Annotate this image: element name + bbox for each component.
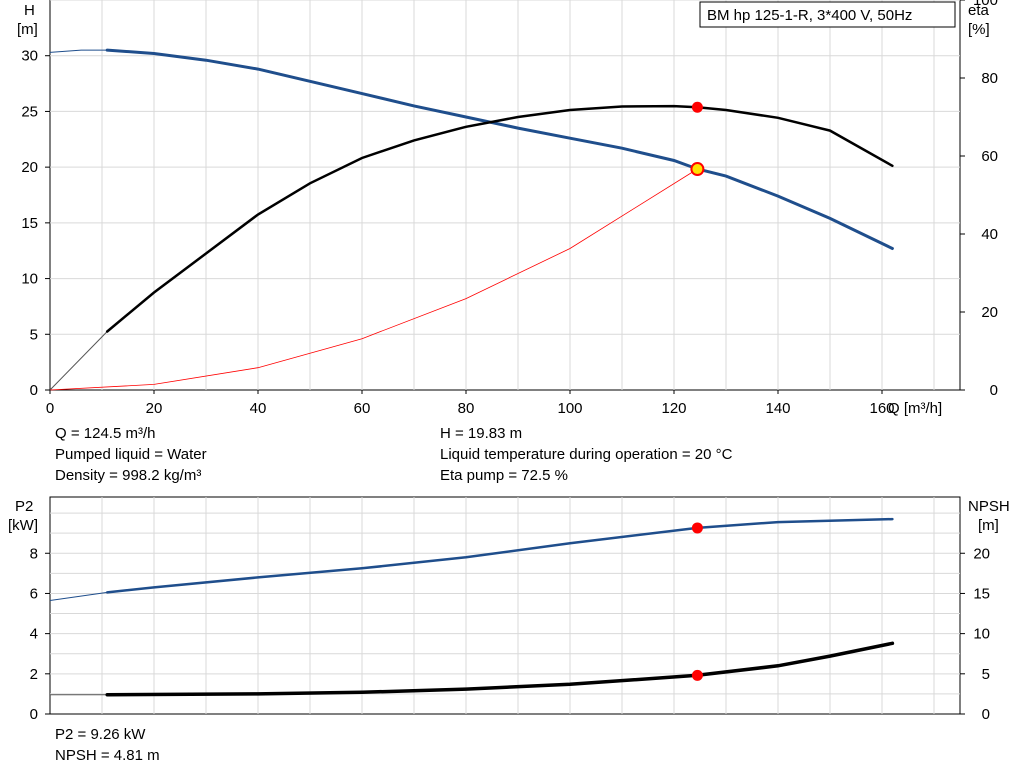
info-liquid-temperature: Liquid temperature during operation = 20… — [440, 446, 733, 463]
y-label-left-name: H — [24, 2, 35, 19]
chart-title: BM hp 125-1-R, 3*400 V, 50Hz — [707, 7, 912, 24]
eta-tick-label: 60 — [981, 148, 998, 165]
npsh-tick-label: 15 — [973, 585, 990, 602]
x-tick-label: 140 — [765, 400, 790, 417]
p2-tick-label: 2 — [30, 666, 38, 683]
p2-duty-point — [691, 522, 703, 534]
system-curve — [49, 168, 698, 391]
info-h: H = 19.83 m — [440, 425, 523, 442]
power-npsh-chart: 0 2 4 6 8 0 5 10 15 20 P2 [kW] NPSH [m] — [8, 496, 1010, 723]
p2-label-name: P2 — [15, 498, 33, 515]
h-tick-label: 25 — [21, 103, 38, 120]
info-density: Density = 998.2 kg/m³ — [55, 467, 202, 484]
eta-tick-label: 80 — [981, 70, 998, 87]
npsh-tick-label: 0 — [982, 706, 990, 723]
x-tick-label: 80 — [458, 400, 475, 417]
p2-tick-label: 4 — [30, 626, 38, 643]
h-tick-label: 30 — [21, 48, 38, 65]
top-ticks: 0 20 40 60 80 100 120 140 160 0 5 10 15 20 25 30 0 20 40 60… — [21, 0, 998, 417]
x-tick-label: 120 — [661, 400, 686, 417]
npsh-duty-point — [691, 669, 703, 681]
info-npsh: NPSH = 4.81 m — [55, 747, 160, 764]
eta-tick-label: 20 — [981, 304, 998, 321]
h-tick-label: 5 — [30, 326, 38, 343]
top-curves — [49, 48, 894, 391]
npsh-tick-label: 20 — [973, 545, 990, 562]
p2-curve — [105, 517, 894, 594]
p2-tick-label: 0 — [30, 706, 38, 723]
x-tick-label: 40 — [250, 400, 267, 417]
x-tick-label: 160 — [869, 400, 894, 417]
h-curve — [105, 48, 894, 250]
h-tick-label: 0 — [30, 382, 38, 399]
eta-duty-point — [691, 101, 703, 113]
p2-tick-label: 8 — [30, 545, 38, 562]
bottom-curves — [49, 517, 895, 697]
title-box — [699, 1, 956, 28]
eta-curve — [105, 104, 894, 333]
h-curve-extension — [49, 49, 108, 53]
eta-tick-label: 40 — [981, 226, 998, 243]
p2-label-unit: [kW] — [8, 517, 38, 534]
top-plot-area — [49, 0, 961, 391]
eta-tick-label: 100 — [973, 0, 998, 9]
y-label-left-unit: [m] — [17, 21, 38, 38]
performance-chart: 0 20 40 60 80 100 120 140 160 0 5 10 15 20 25 30 0 20 40 60… — [17, 0, 998, 417]
eta-curve-extension — [49, 331, 108, 391]
y-label-right-name: eta — [968, 2, 990, 19]
x-tick-label: 100 — [557, 400, 582, 417]
h-tick-label: 10 — [21, 271, 38, 288]
info-q: Q = 124.5 m³/h — [55, 425, 156, 442]
npsh-label-name: NPSH — [968, 498, 1010, 515]
info-eta-pump: Eta pump = 72.5 % — [440, 467, 568, 484]
npsh-tick-label: 10 — [973, 626, 990, 643]
x-axis-label: Q [m³/h] — [888, 400, 942, 417]
x-tick-label: 60 — [354, 400, 371, 417]
h-duty-point — [690, 162, 705, 177]
x-tick-label: 20 — [146, 400, 163, 417]
top-grid — [50, 0, 960, 390]
npsh-label-unit: [m] — [978, 517, 999, 534]
h-tick-label: 20 — [21, 159, 38, 176]
npsh-curve — [105, 641, 895, 697]
y-label-right-unit: [%] — [968, 21, 990, 38]
info-pumped-liquid: Pumped liquid = Water — [55, 446, 207, 463]
p2-tick-label: 6 — [30, 585, 38, 602]
npsh-tick-label: 5 — [982, 666, 990, 683]
info-p2: P2 = 9.26 kW — [55, 726, 146, 743]
x-tick-label: 0 — [46, 400, 54, 417]
eta-tick-label: 0 — [990, 382, 998, 399]
bottom-plot-area — [49, 496, 961, 715]
bottom-ticks: 0 2 4 6 8 0 5 10 15 20 — [30, 545, 990, 723]
h-tick-label: 15 — [21, 215, 38, 232]
p2-curve-extension — [49, 591, 108, 601]
bottom-grid — [50, 497, 960, 714]
